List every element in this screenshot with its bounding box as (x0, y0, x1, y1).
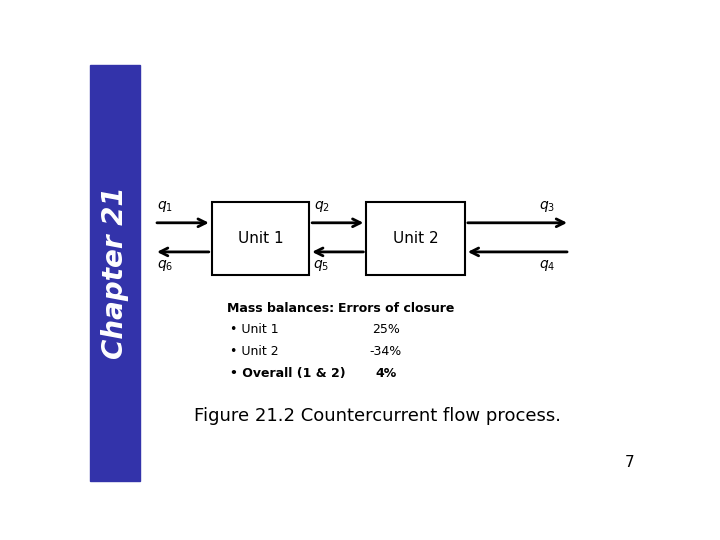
Text: 4%: 4% (375, 367, 397, 380)
Text: -34%: -34% (369, 345, 402, 358)
Text: • Overall (1 & 2): • Overall (1 & 2) (230, 367, 345, 380)
Text: Chapter 21: Chapter 21 (102, 186, 129, 359)
Text: $q_2$: $q_2$ (313, 199, 330, 214)
Text: Unit 2: Unit 2 (393, 231, 438, 246)
Text: $q_6$: $q_6$ (157, 258, 174, 273)
Text: • Unit 1: • Unit 1 (230, 323, 278, 336)
Text: Mass balances:: Mass balances: (227, 302, 334, 315)
Bar (366, 202, 465, 275)
Text: $q_3$: $q_3$ (539, 199, 556, 214)
Text: $q_4$: $q_4$ (539, 258, 556, 273)
Text: 25%: 25% (372, 323, 400, 336)
Text: Errors of closure: Errors of closure (338, 302, 455, 315)
Text: Figure 21.2 Countercurrent flow process.: Figure 21.2 Countercurrent flow process. (194, 407, 561, 425)
Text: • Unit 2: • Unit 2 (230, 345, 278, 358)
Text: Unit 1: Unit 1 (238, 231, 283, 246)
Text: 7: 7 (624, 455, 634, 470)
Text: $q_1$: $q_1$ (157, 199, 174, 214)
Bar (212, 202, 310, 275)
Bar (90, 65, 140, 481)
Text: $q_5$: $q_5$ (313, 258, 330, 273)
